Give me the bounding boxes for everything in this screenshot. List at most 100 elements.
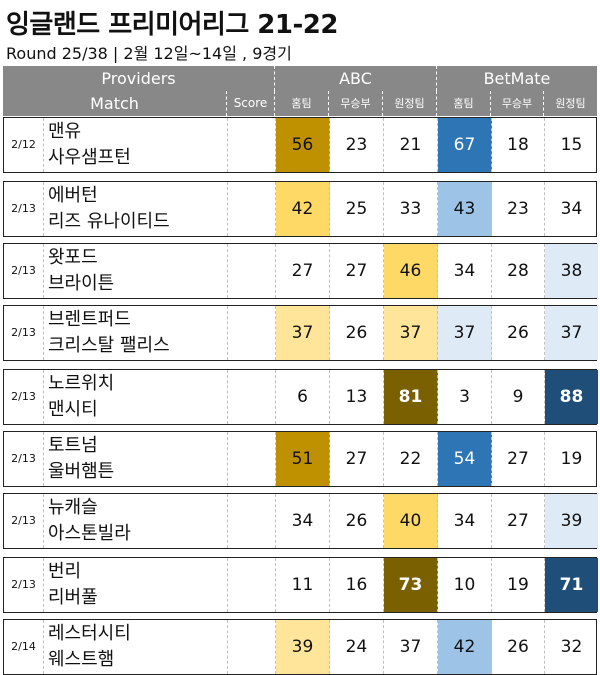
match-score: [228, 118, 276, 172]
abc-home-value: 42: [276, 182, 330, 236]
match-score: [228, 370, 276, 424]
header-match: Match: [3, 91, 227, 116]
away-team-name: 웨스트햄: [48, 649, 115, 670]
away-team-name: 리버풀: [48, 587, 98, 608]
match-score: [228, 558, 276, 612]
match-score: [228, 244, 276, 298]
home-team-name: 에버턴: [48, 185, 98, 206]
abc-draw-value: 24: [330, 620, 384, 674]
abc-home-value: 39: [276, 620, 330, 674]
abc-away-value: 37: [384, 620, 438, 674]
away-team-name: 맨시티: [48, 399, 98, 420]
header-providers: Providers: [3, 66, 275, 91]
match-date: 2/13: [4, 244, 44, 298]
bet-away-value: 71: [545, 558, 598, 612]
match-date: 2/14: [4, 620, 44, 674]
bet-home-value: 37: [438, 306, 492, 360]
bet-draw-value: 9: [492, 370, 545, 424]
abc-away-value: 46: [384, 244, 438, 298]
match-teams: 번리 리버풀: [44, 558, 228, 612]
table-row: 2/14 레스터시티 웨스트햄 39 24 37 42 26 32: [3, 619, 597, 675]
header-abc-draw: 무승부: [329, 91, 383, 116]
table-row: 2/13 번리 리버풀 11 16 73 10 19 71: [3, 557, 598, 613]
abc-home-value: 11: [276, 558, 330, 612]
match-date: 2/13: [4, 182, 44, 236]
bet-home-value: 3: [438, 370, 492, 424]
bet-away-value: 39: [545, 494, 598, 548]
abc-draw-value: 16: [330, 558, 384, 612]
bet-away-value: 38: [545, 244, 598, 298]
abc-home-value: 51: [276, 432, 330, 486]
abc-away-value: 33: [384, 182, 438, 236]
bet-away-value: 37: [545, 306, 598, 360]
home-team-name: 레스터시티: [48, 623, 131, 644]
match-score: [228, 494, 276, 548]
match-date: 2/13: [4, 432, 44, 486]
bet-away-value: 15: [560, 135, 583, 155]
bet-home-value: 67: [438, 118, 492, 172]
table-row: 2/13 왓포드 브라이튼 27 27 46 34 28 38: [3, 243, 598, 299]
bet-away-value: 88: [545, 370, 598, 424]
home-team-name: 맨유: [48, 121, 82, 142]
match-score: [228, 432, 276, 486]
table-header-providers: Providers ABC BetMate: [3, 66, 597, 91]
bet-draw-value: 23: [492, 182, 545, 236]
match-score: [228, 620, 276, 674]
abc-draw-value: 13: [330, 370, 384, 424]
bet-home-value: 34: [438, 494, 492, 548]
header-abc-away: 원정팀: [383, 91, 437, 116]
abc-home-value: 34: [276, 494, 330, 548]
header-betmate: BetMate: [483, 69, 551, 88]
bet-home-value: 42: [438, 620, 492, 674]
match-date: 2/13: [4, 558, 44, 612]
header-abc-home: 홈팀: [275, 91, 329, 116]
home-team-name: 노르위치: [48, 373, 115, 394]
table-row: 2/12 맨유 사우샘프턴 56 23 21 67 18 15: [3, 117, 597, 173]
page-title: 잉글랜드 프리미어리그 21-22: [6, 10, 338, 40]
abc-draw-value: 27: [330, 244, 384, 298]
bet-home-value: 43: [438, 182, 492, 236]
home-team-name: 뉴캐슬: [48, 497, 98, 518]
bet-draw-value: 18: [492, 118, 545, 172]
abc-home-value: 56: [276, 118, 330, 172]
header-bet-away: 원정팀: [555, 97, 586, 110]
table-row: 2/13 뉴캐슬 아스톤빌라 34 26 40 34 27 39: [3, 493, 598, 549]
away-team-name: 울버햄튼: [48, 461, 115, 482]
away-team-name: 브라이튼: [48, 273, 115, 294]
abc-away-value: 73: [384, 558, 438, 612]
header-abc: ABC: [275, 66, 437, 91]
match-date: 2/13: [4, 494, 44, 548]
abc-away-value: 22: [384, 432, 438, 486]
header-bet-home: 홈팀: [437, 91, 491, 116]
bet-draw-value: 28: [492, 244, 545, 298]
away-team-name: 사우샘프턴: [48, 147, 131, 168]
abc-away-value: 37: [384, 306, 438, 360]
abc-home-value: 37: [276, 306, 330, 360]
bet-home-value: 10: [438, 558, 492, 612]
header-bet-draw: 무승부: [491, 91, 544, 116]
match-score: [228, 182, 276, 236]
bet-draw-value: 26: [492, 306, 545, 360]
match-date: 2/12: [4, 118, 44, 172]
bet-draw-value: 19: [492, 558, 545, 612]
away-team-name: 아스톤빌라: [48, 523, 131, 544]
bet-draw-value: 27: [492, 494, 545, 548]
abc-away-value: 40: [384, 494, 438, 548]
table-row: 2/13 노르위치 맨시티 6 13 81 3 9 88: [3, 369, 598, 425]
bet-away-value: 34: [560, 199, 583, 219]
match-teams: 브렌트퍼드 크리스탈 팰리스: [44, 306, 228, 360]
match-teams: 토트넘 울버햄튼: [44, 432, 228, 486]
bet-away-value: 19: [560, 449, 583, 469]
abc-away-value: 81: [384, 370, 438, 424]
home-team-name: 브렌트퍼드: [48, 309, 131, 330]
table-header-columns: Match Score 홈팀 무승부 원정팀 홈팀 무승부 원정팀: [3, 91, 597, 116]
bet-draw-value: 27: [492, 432, 545, 486]
abc-draw-value: 26: [330, 494, 384, 548]
home-team-name: 왓포드: [48, 247, 98, 268]
bet-home-value: 34: [438, 244, 492, 298]
abc-draw-value: 26: [330, 306, 384, 360]
table-row: 2/13 토트넘 울버햄튼 51 27 22 54 27 19: [3, 431, 597, 487]
